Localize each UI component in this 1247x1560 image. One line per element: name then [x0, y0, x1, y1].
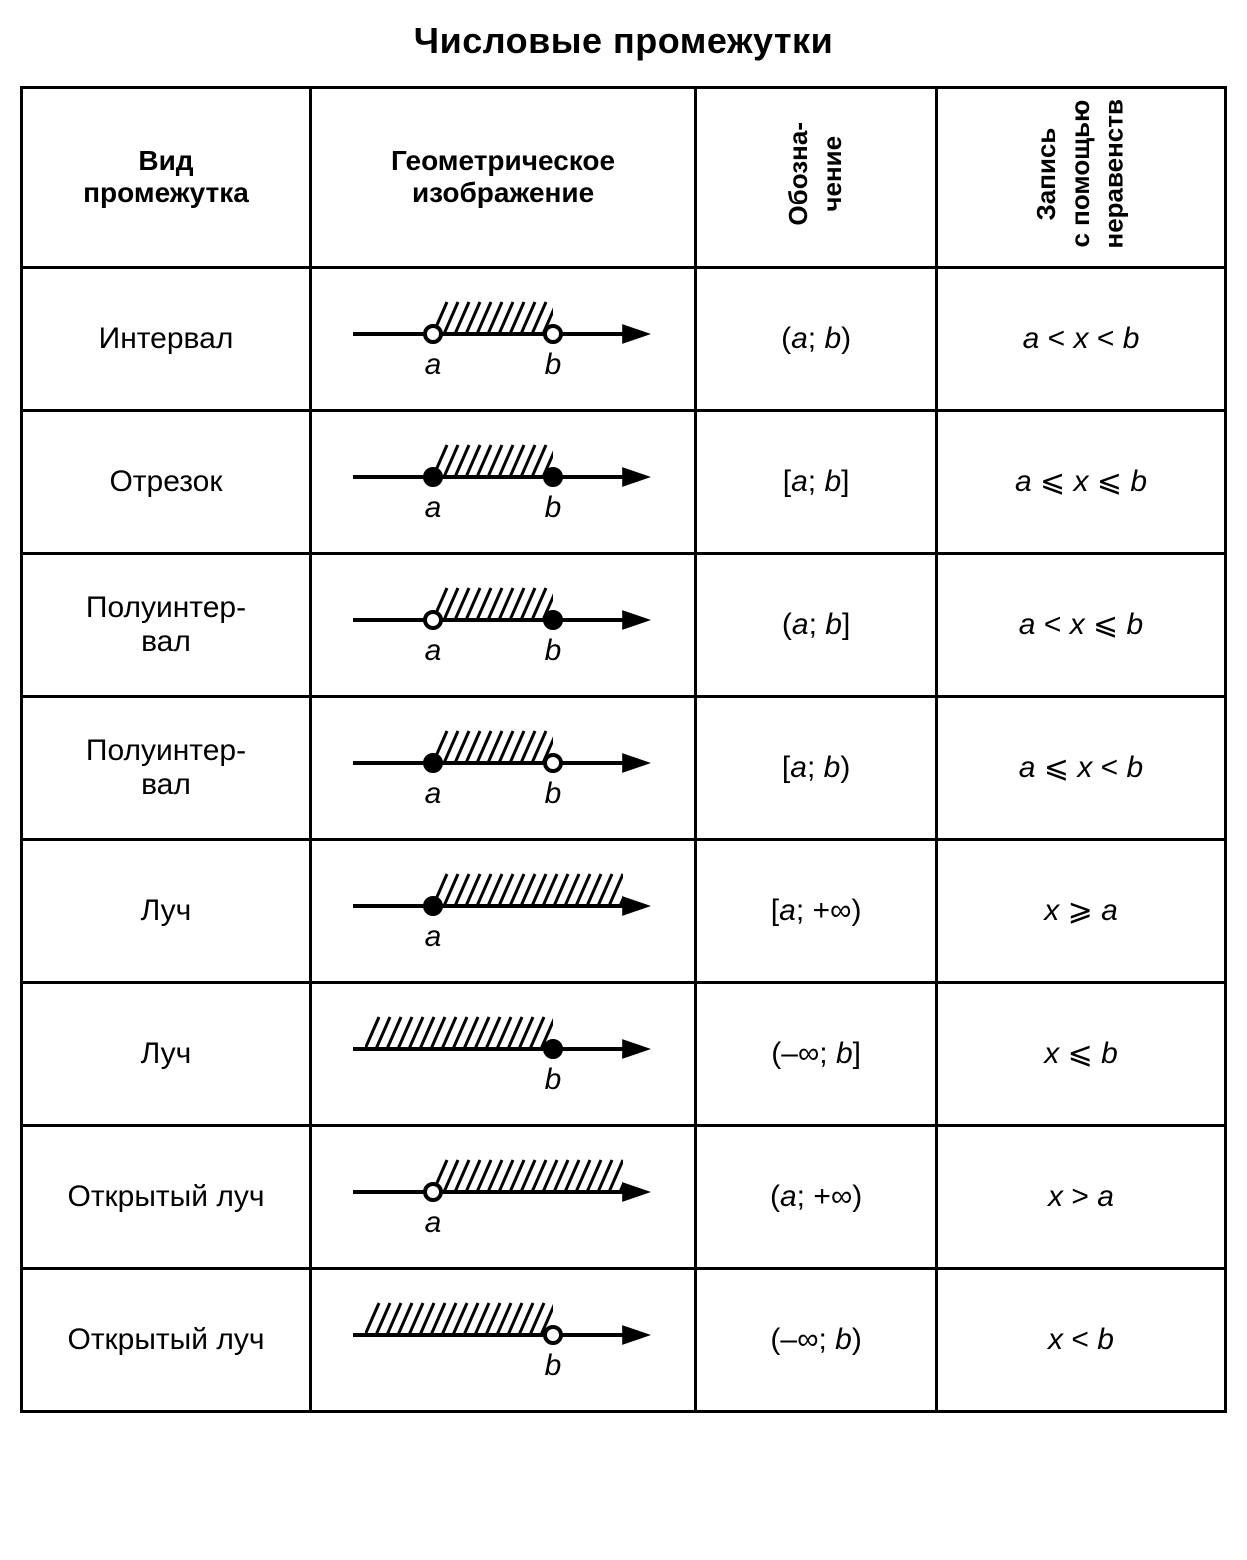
table-row: Открытый луч a (a; +∞)x > a — [22, 1125, 1226, 1268]
svg-text:a: a — [425, 634, 442, 667]
interval-type: Открытый луч — [22, 1125, 311, 1268]
svg-text:a: a — [425, 491, 442, 524]
svg-text:a: a — [425, 777, 442, 810]
interval-inequality: a ⩽ x ⩽ b — [937, 410, 1226, 553]
interval-diagram: b — [310, 982, 695, 1125]
svg-text:a: a — [425, 920, 442, 953]
interval-notation: [a; +∞) — [696, 839, 937, 982]
interval-diagram: ab — [310, 696, 695, 839]
interval-diagram: ab — [310, 553, 695, 696]
interval-inequality: x ⩾ a — [937, 839, 1226, 982]
interval-notation: (a; b) — [696, 267, 937, 410]
page-title: Числовые промежутки — [20, 20, 1227, 62]
header-inequality: Записьс помощьюнеравенств — [937, 88, 1226, 268]
table-row: Полуинтер-валab(a; b]a < x ⩽ b — [22, 553, 1226, 696]
interval-inequality: a < x < b — [937, 267, 1226, 410]
interval-notation: (a; b] — [696, 553, 937, 696]
svg-text:b: b — [545, 634, 562, 667]
table-row: Открытый луч b (–∞; b)x < b — [22, 1268, 1226, 1411]
svg-text:b: b — [545, 348, 562, 381]
table-row: Отрезокab[a; b]a ⩽ x ⩽ b — [22, 410, 1226, 553]
table-row: Луч b (–∞; b]x ⩽ b — [22, 982, 1226, 1125]
svg-text:b: b — [545, 491, 562, 524]
svg-text:b: b — [545, 1063, 562, 1096]
table-row: Луч a [a; +∞)x ⩾ a — [22, 839, 1226, 982]
svg-text:b: b — [545, 777, 562, 810]
svg-text:a: a — [425, 1206, 442, 1239]
table-row: Интервалab(a; b)a < x < b — [22, 267, 1226, 410]
interval-type: Полуинтер-вал — [22, 553, 311, 696]
header-notation: Обозна-чение — [696, 88, 937, 268]
interval-diagram: ab — [310, 410, 695, 553]
interval-type: Интервал — [22, 267, 311, 410]
interval-type: Открытый луч — [22, 1268, 311, 1411]
table-row: Полуинтер-валab[a; b)a ⩽ x < b — [22, 696, 1226, 839]
interval-type: Отрезок — [22, 410, 311, 553]
interval-diagram: a — [310, 1125, 695, 1268]
interval-notation: [a; b] — [696, 410, 937, 553]
header-row: Видпромежутка Геометрическоеизображение … — [22, 88, 1226, 268]
intervals-table: Видпромежутка Геометрическоеизображение … — [20, 86, 1227, 1413]
interval-diagram: a — [310, 839, 695, 982]
interval-notation: (–∞; b] — [696, 982, 937, 1125]
interval-diagram: b — [310, 1268, 695, 1411]
interval-notation: (–∞; b) — [696, 1268, 937, 1411]
interval-notation: (a; +∞) — [696, 1125, 937, 1268]
header-geom: Геометрическоеизображение — [310, 88, 695, 268]
interval-notation: [a; b) — [696, 696, 937, 839]
interval-inequality: a ⩽ x < b — [937, 696, 1226, 839]
svg-text:a: a — [425, 348, 442, 381]
interval-inequality: a < x ⩽ b — [937, 553, 1226, 696]
interval-inequality: x > a — [937, 1125, 1226, 1268]
interval-diagram: ab — [310, 267, 695, 410]
interval-type: Луч — [22, 982, 311, 1125]
header-type: Видпромежутка — [22, 88, 311, 268]
interval-type: Полуинтер-вал — [22, 696, 311, 839]
interval-type: Луч — [22, 839, 311, 982]
interval-inequality: x < b — [937, 1268, 1226, 1411]
interval-inequality: x ⩽ b — [937, 982, 1226, 1125]
svg-text:b: b — [545, 1349, 562, 1382]
